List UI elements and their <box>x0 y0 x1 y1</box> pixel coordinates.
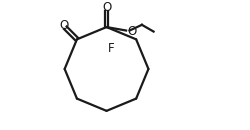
Text: O: O <box>102 1 111 14</box>
Text: O: O <box>128 25 137 38</box>
Text: F: F <box>108 41 114 54</box>
Text: O: O <box>59 20 68 32</box>
